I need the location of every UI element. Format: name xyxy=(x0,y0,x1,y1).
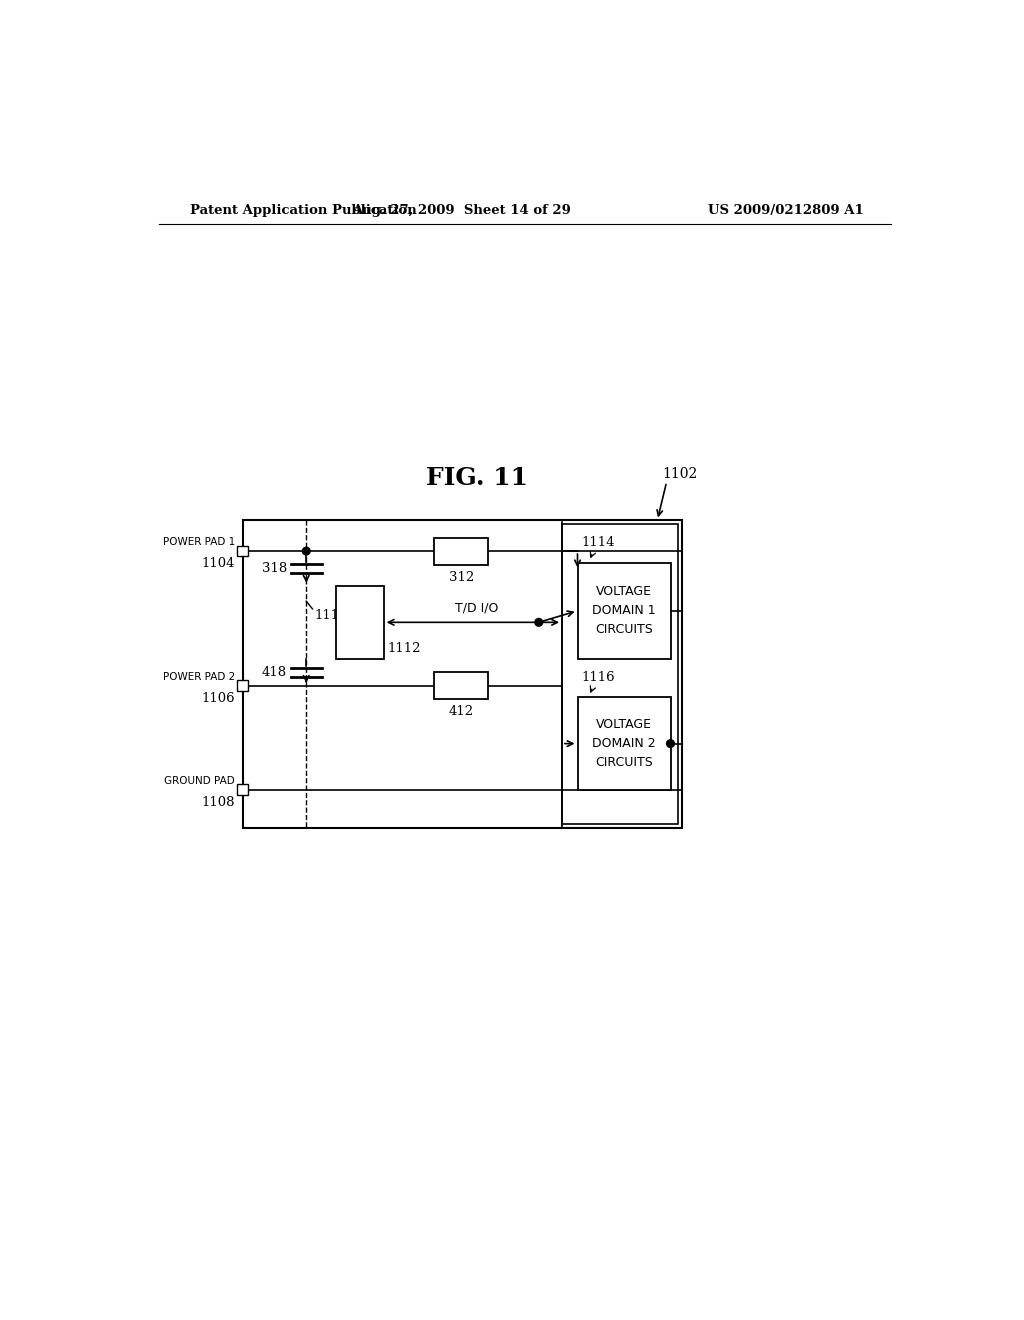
Text: GROUND PAD: GROUND PAD xyxy=(164,776,234,785)
Bar xyxy=(243,520,682,829)
Text: Aug. 27, 2009  Sheet 14 of 29: Aug. 27, 2009 Sheet 14 of 29 xyxy=(352,205,570,218)
Circle shape xyxy=(535,619,543,626)
Text: 1116: 1116 xyxy=(582,671,615,684)
Bar xyxy=(578,562,671,659)
Bar xyxy=(336,586,384,659)
Text: VOLTAGE
DOMAIN 1
CIRCUITS: VOLTAGE DOMAIN 1 CIRCUITS xyxy=(592,585,655,636)
Text: 1104: 1104 xyxy=(202,557,234,570)
Bar xyxy=(434,537,488,565)
Text: US 2009/0212809 A1: US 2009/0212809 A1 xyxy=(709,205,864,218)
Text: 1106: 1106 xyxy=(202,692,234,705)
Text: 1110: 1110 xyxy=(314,609,347,622)
Bar xyxy=(238,681,248,692)
Text: 318: 318 xyxy=(261,562,287,576)
Bar xyxy=(562,524,678,825)
Text: POWER PAD 2: POWER PAD 2 xyxy=(163,672,234,682)
Text: FIG. 11: FIG. 11 xyxy=(426,466,527,490)
Text: 1114: 1114 xyxy=(582,536,614,549)
Bar xyxy=(238,784,248,795)
Bar xyxy=(238,545,248,557)
Text: Patent Application Publication: Patent Application Publication xyxy=(190,205,417,218)
Text: 312: 312 xyxy=(449,570,474,583)
Text: VOLTAGE
DOMAIN 2
CIRCUITS: VOLTAGE DOMAIN 2 CIRCUITS xyxy=(592,718,655,770)
Circle shape xyxy=(302,548,310,554)
Text: POWER PAD 1: POWER PAD 1 xyxy=(163,537,234,548)
Bar xyxy=(434,672,488,700)
Text: 1112: 1112 xyxy=(388,642,421,655)
Text: 418: 418 xyxy=(262,665,287,678)
Text: T/D I/O: T/D I/O xyxy=(455,602,499,615)
Text: 1108: 1108 xyxy=(202,796,234,809)
Bar xyxy=(578,697,671,789)
Circle shape xyxy=(667,739,675,747)
Text: 412: 412 xyxy=(449,705,474,718)
Text: 1102: 1102 xyxy=(663,467,698,480)
